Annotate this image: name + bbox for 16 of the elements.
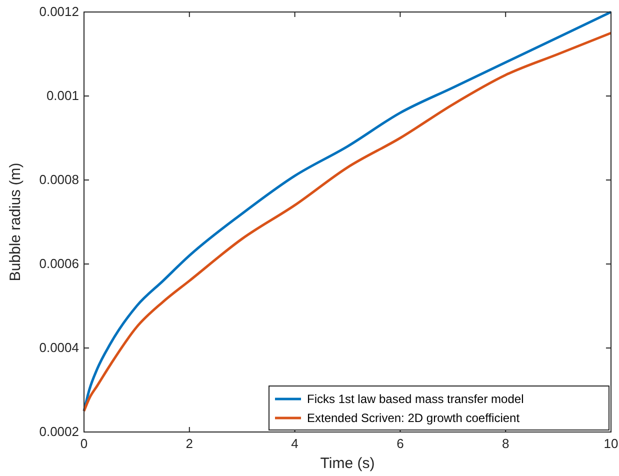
- x-tick-label: 2: [186, 436, 194, 451]
- y-axis-title: Bubble radius (m): [7, 162, 24, 282]
- y-tick-label: 0.001: [46, 88, 79, 103]
- x-tick-label: 6: [396, 436, 404, 451]
- y-tick-label: 0.0012: [39, 4, 79, 19]
- legend-label: Ficks 1st law based mass transfer model: [307, 392, 524, 406]
- x-tick-label: 0: [80, 436, 88, 451]
- y-tick-label: 0.0004: [39, 340, 79, 355]
- y-tick-label: 0.0006: [39, 256, 79, 271]
- x-axis-title: Time (s): [320, 455, 375, 472]
- x-tick-label: 8: [502, 436, 510, 451]
- y-tick-label: 0.0008: [39, 172, 79, 187]
- y-tick-label: 0.0002: [39, 424, 79, 439]
- x-tick-label: 10: [604, 436, 618, 451]
- x-tick-label: 4: [291, 436, 298, 451]
- legend-label: Extended Scriven: 2D growth coefficient: [307, 411, 520, 425]
